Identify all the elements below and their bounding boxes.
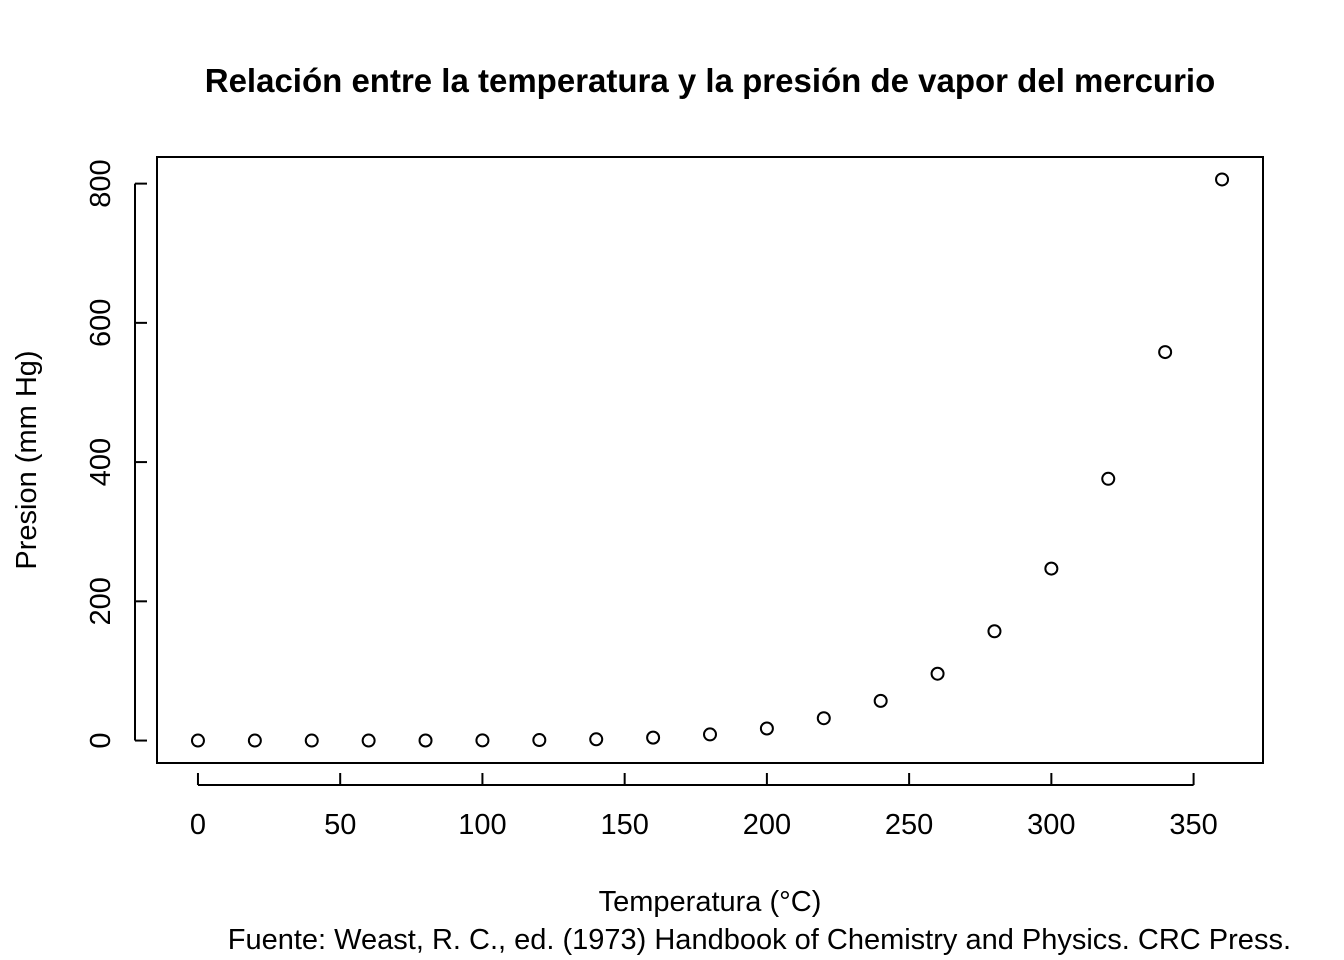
y-tick-label: 200 [85, 577, 117, 625]
x-tick-label: 300 [1027, 809, 1075, 841]
x-tick-label: 100 [458, 809, 506, 841]
data-point [247, 733, 262, 748]
x-tick-label: 350 [1169, 809, 1217, 841]
x-axis: 0 50 100 150 200 250 300 350 [190, 773, 1218, 841]
y-tick-label: 0 [85, 732, 117, 748]
data-point [816, 711, 831, 726]
data-point [1158, 345, 1173, 360]
data-point [1044, 561, 1059, 576]
x-tick-label: 150 [600, 809, 648, 841]
data-point [475, 733, 490, 748]
data-point [1215, 172, 1230, 187]
y-tick-label: 400 [85, 438, 117, 486]
data-point [190, 733, 205, 748]
data-point [532, 733, 547, 748]
data-point [873, 693, 888, 708]
data-point [1101, 471, 1116, 486]
data-points [190, 172, 1230, 748]
source-caption: Fuente: Weast, R. C., ed. (1973) Handboo… [228, 924, 1291, 956]
y-tick-label: 800 [85, 159, 117, 207]
data-point [930, 666, 945, 681]
y-tick-label: 600 [85, 299, 117, 347]
x-tick-label: 0 [190, 809, 206, 841]
x-tick-label: 250 [885, 809, 933, 841]
y-axis: 0 200 400 600 800 [85, 159, 147, 749]
data-point [759, 721, 774, 736]
data-point [646, 730, 661, 745]
plot-frame [156, 156, 1264, 764]
chart-title: Relación entre la temperatura y la presi… [205, 62, 1216, 99]
data-point [589, 732, 604, 747]
data-point [361, 733, 376, 748]
data-point [304, 733, 319, 748]
x-tick-label: 50 [324, 809, 356, 841]
x-tick-label: 200 [743, 809, 791, 841]
y-axis-label: Presion (mm Hg) [11, 350, 43, 569]
data-point [703, 727, 717, 742]
data-point [987, 624, 1002, 639]
data-point [418, 733, 433, 748]
x-axis-label: Temperatura (°C) [599, 886, 822, 918]
